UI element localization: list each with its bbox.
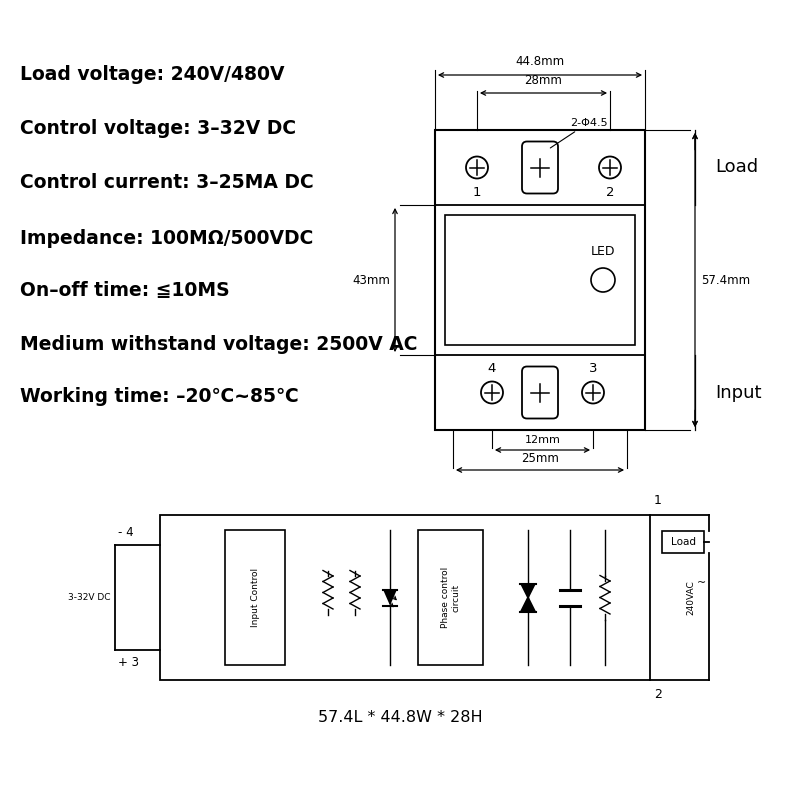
Text: Medium withstand voltage: 2500V AC: Medium withstand voltage: 2500V AC [20, 334, 418, 354]
FancyBboxPatch shape [522, 366, 558, 418]
Circle shape [599, 157, 621, 178]
Bar [160, 515, 650, 680]
Text: 1: 1 [473, 186, 482, 199]
Text: 28mm: 28mm [525, 74, 562, 87]
Text: 4: 4 [488, 362, 496, 374]
Text: 25mm: 25mm [521, 452, 559, 465]
Text: 43mm: 43mm [352, 274, 390, 286]
Bar [445, 215, 635, 345]
Circle shape [466, 157, 488, 178]
Text: 44.8mm: 44.8mm [515, 55, 565, 68]
Bar [435, 130, 645, 430]
FancyBboxPatch shape [522, 142, 558, 194]
Circle shape [591, 268, 615, 292]
Circle shape [582, 382, 604, 403]
Text: 2-Φ4.5: 2-Φ4.5 [550, 118, 608, 148]
Text: + 3: + 3 [118, 656, 139, 669]
Text: On–off time: ≦10MS: On–off time: ≦10MS [20, 281, 230, 299]
Text: 3-32V DC: 3-32V DC [67, 593, 110, 602]
Text: Working time: –20℃~85℃: Working time: –20℃~85℃ [20, 387, 298, 406]
Bar [225, 530, 285, 665]
Text: Load: Load [715, 158, 758, 177]
Polygon shape [520, 595, 536, 611]
Text: Input Control: Input Control [250, 568, 259, 627]
Text: LED: LED [590, 245, 615, 258]
Text: 3: 3 [589, 362, 598, 374]
Text: Phase control
circuit: Phase control circuit [441, 567, 460, 628]
Text: Control current: 3–25MA DC: Control current: 3–25MA DC [20, 173, 314, 191]
Text: Input: Input [715, 383, 762, 402]
Text: - 4: - 4 [118, 526, 134, 539]
Polygon shape [383, 590, 397, 606]
Text: 57.4L * 44.8W * 28H: 57.4L * 44.8W * 28H [318, 710, 482, 726]
Bar [662, 531, 704, 553]
Text: Control voltage: 3–32V DC: Control voltage: 3–32V DC [20, 118, 296, 138]
Text: 1: 1 [654, 494, 662, 507]
Text: 2: 2 [606, 186, 614, 199]
Text: Load: Load [670, 537, 695, 547]
Text: ~: ~ [697, 578, 706, 587]
Bar [418, 530, 483, 665]
Text: Load voltage: 240V/480V: Load voltage: 240V/480V [20, 66, 285, 85]
Text: 2: 2 [654, 688, 662, 701]
Text: 12mm: 12mm [525, 435, 561, 445]
Text: 240VAC: 240VAC [686, 580, 695, 615]
Text: Impedance: 100MΩ/500VDC: Impedance: 100MΩ/500VDC [20, 229, 314, 247]
Circle shape [481, 382, 503, 403]
Polygon shape [520, 583, 536, 599]
Text: 57.4mm: 57.4mm [701, 274, 750, 286]
